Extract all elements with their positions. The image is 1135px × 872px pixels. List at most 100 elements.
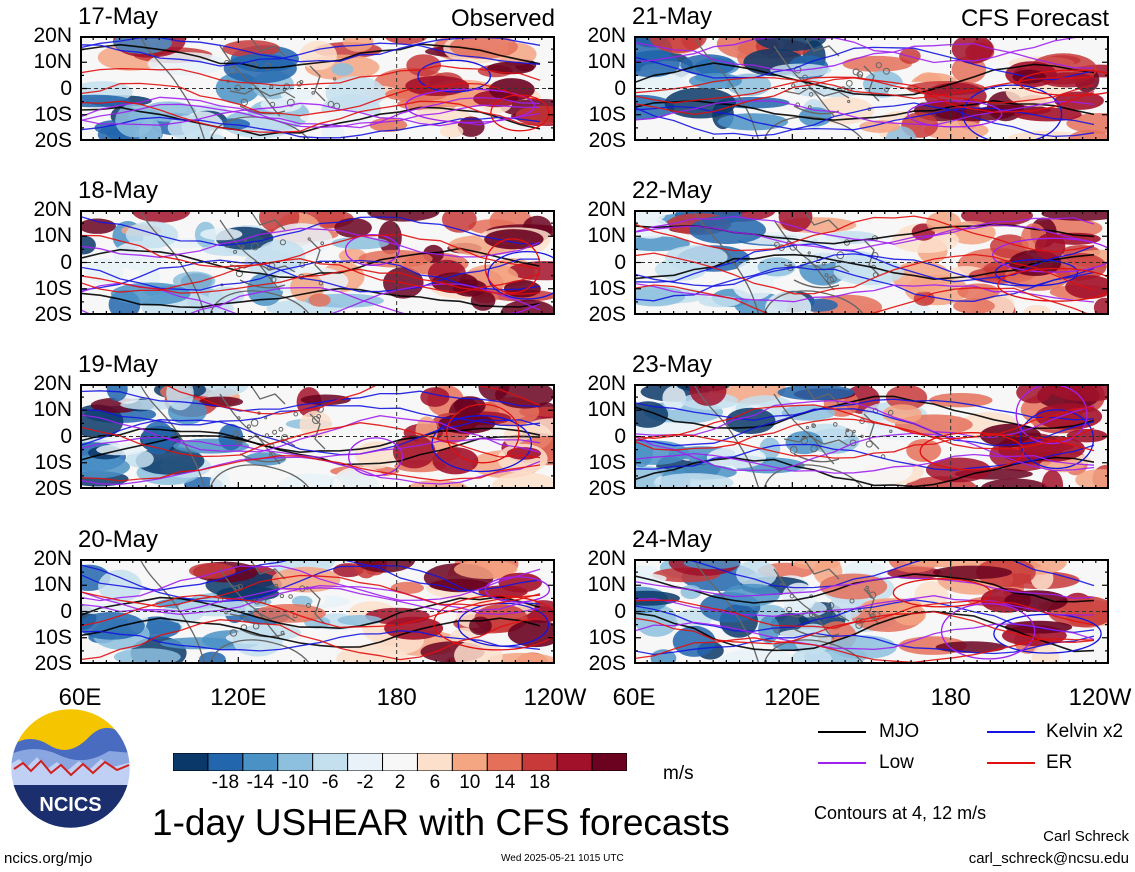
lat-tick-label: 10S	[588, 625, 626, 649]
legend-mjo-label: MJO	[879, 721, 920, 742]
footer-url: ncics.org/mjo	[4, 850, 93, 867]
footer-timestamp: Wed 2025-05-21 1015 UTC	[501, 853, 624, 864]
legend-mjo-line	[818, 731, 866, 733]
colorbar-tick-label: -2	[356, 772, 374, 793]
forecast-label: CFS Forecast	[960, 5, 1109, 32]
panel-date-label: 22-May	[632, 177, 713, 204]
legend-er-line	[987, 762, 1035, 764]
footer-author: Carl Schreck	[1043, 828, 1129, 845]
map-panel	[634, 210, 1109, 315]
lat-tick-label: 10N	[587, 573, 626, 597]
legend-low-line	[818, 762, 866, 764]
panel-date-label: 21-May	[632, 3, 713, 30]
colorbar-tick-label: 18	[529, 772, 551, 793]
lat-tick-label: 20S	[34, 129, 72, 152]
colorbar-tick-label: 10	[459, 772, 481, 793]
colorbar-tick-label: -18	[211, 772, 240, 793]
logo-text: NCICS	[39, 794, 101, 816]
lat-tick-label: 0	[60, 599, 72, 623]
colorbar-swatch	[173, 753, 209, 771]
panel-date-label: 20-May	[78, 526, 159, 553]
legend-kelvin-line	[987, 731, 1035, 733]
lat-tick-label: 20S	[34, 652, 72, 675]
lat-tick-label: 20S	[588, 652, 626, 675]
colorbar-tick-label: 6	[429, 772, 441, 793]
lat-tick-label: 20S	[34, 477, 72, 500]
lat-tick-label: 0	[614, 424, 626, 448]
lat-tick-label: 20N	[587, 24, 626, 47]
lat-tick-label: 20N	[587, 372, 626, 395]
lon-tick-label: 120W	[1068, 684, 1132, 711]
lat-tick-label: 10S	[34, 102, 72, 126]
colorbar-swatch	[521, 753, 558, 771]
figure-title: 1-day USHEAR with CFS forecasts	[152, 802, 730, 843]
lat-tick-label: 10S	[588, 450, 626, 474]
lat-tick-label: 10N	[587, 398, 626, 422]
colorbar-tick-label: -6	[321, 772, 339, 793]
lat-tick-label: 20N	[587, 198, 626, 221]
colorbar-tick-label: 2	[394, 772, 406, 793]
lat-tick-label: 20N	[33, 547, 72, 570]
contour-note: Contours at 4, 12 m/s	[814, 803, 987, 823]
map-panel	[634, 559, 1109, 664]
lat-tick-label: 0	[60, 424, 72, 448]
lon-tick-label: 180	[930, 684, 971, 711]
ncics-logo: NCICS	[9, 707, 132, 830]
legend-kelvin-label: Kelvin x2	[1046, 721, 1124, 742]
colorbar	[173, 753, 627, 771]
panel-date-label: 18-May	[78, 177, 159, 204]
colorbar-swatch	[277, 753, 314, 771]
lat-tick-label: 0	[614, 599, 626, 623]
lat-tick-label: 20S	[34, 303, 72, 326]
colorbar-swatch	[382, 753, 418, 771]
colorbar-swatch	[207, 753, 244, 771]
colorbar-swatch	[347, 753, 384, 771]
colorbar-swatch	[591, 753, 627, 771]
lat-tick-label: 0	[614, 250, 626, 274]
colorbar-swatch	[451, 753, 488, 771]
colorbar-swatch	[556, 753, 593, 771]
lat-tick-label: 10N	[587, 224, 626, 248]
panel-date-label: 17-May	[78, 3, 159, 30]
colorbar-tick-label: -14	[246, 772, 275, 793]
colorbar-swatch	[416, 753, 453, 771]
lat-tick-label: 20S	[588, 477, 626, 500]
lon-tick-label: 180	[376, 684, 417, 711]
lat-tick-label: 10S	[34, 625, 72, 649]
observed-label: Observed	[450, 5, 555, 32]
lon-tick-label: 120E	[210, 684, 267, 711]
lat-tick-label: 10N	[33, 573, 72, 597]
lat-tick-label: 10N	[33, 398, 72, 422]
lat-tick-label: 20N	[33, 372, 72, 395]
colorbar-swatch	[486, 753, 523, 771]
map-panel	[80, 36, 555, 141]
lat-tick-label: 10S	[34, 450, 72, 474]
lat-tick-label: 10S	[34, 276, 72, 300]
map-panel	[80, 559, 555, 664]
map-panel	[80, 384, 555, 489]
units-label: m/s	[663, 763, 694, 784]
lon-tick-label: 60E	[58, 684, 102, 711]
map-panel	[80, 210, 555, 315]
colorbar-tick-label: 14	[494, 772, 516, 793]
lat-tick-label: 10N	[33, 50, 72, 74]
lat-tick-label: 10N	[33, 224, 72, 248]
lon-tick-label: 120W	[523, 684, 587, 711]
lat-tick-label: 0	[614, 76, 626, 100]
lat-tick-label: 20S	[588, 303, 626, 326]
panel-date-label: 19-May	[78, 351, 159, 378]
legend-low-label: Low	[879, 752, 914, 773]
lat-tick-label: 10S	[588, 276, 626, 300]
colorbar-swatch	[312, 753, 349, 771]
lon-tick-label: 120E	[764, 684, 821, 711]
lat-tick-label: 20N	[587, 547, 626, 570]
lon-tick-label: 60E	[612, 684, 656, 711]
map-panel	[634, 36, 1109, 141]
lat-tick-label: 10N	[587, 50, 626, 74]
footer-email: carl_schreck@ncsu.edu	[968, 850, 1129, 867]
legend-er-label: ER	[1046, 752, 1073, 773]
lat-tick-label: 20N	[33, 198, 72, 221]
lat-tick-label: 10S	[588, 102, 626, 126]
lat-tick-label: 20N	[33, 24, 72, 47]
panel-date-label: 23-May	[632, 351, 713, 378]
